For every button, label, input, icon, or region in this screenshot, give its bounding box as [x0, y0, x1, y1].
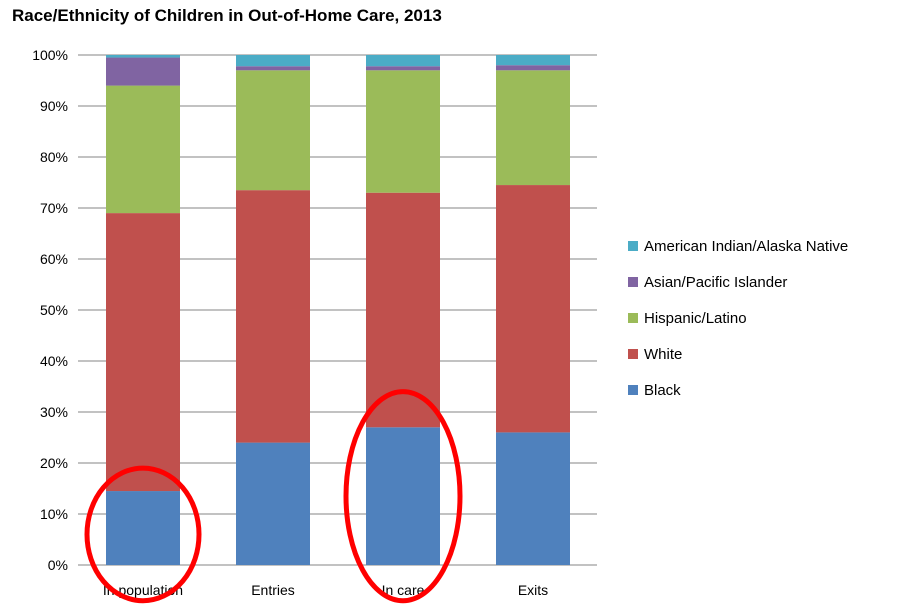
x-tick-label: In care	[382, 582, 425, 598]
legend-item: White	[628, 336, 848, 372]
y-tick-label: 50%	[40, 302, 68, 318]
bar-segment-asian-pacific-islander	[366, 66, 440, 71]
bar-segment-american-indian-alaska-native	[366, 55, 440, 67]
legend-label: American Indian/Alaska Native	[644, 237, 849, 255]
legend-swatch	[628, 349, 638, 359]
y-tick-label: 30%	[40, 404, 68, 420]
legend-item: American Indian/Alaska Native	[628, 228, 848, 264]
bar-segment-hispanic-latino	[496, 70, 570, 186]
legend-label: Black	[644, 381, 681, 399]
bar-segment-black	[106, 491, 180, 565]
y-tick-label: 70%	[40, 200, 68, 216]
chart-legend: American Indian/Alaska Native Asian/Pacif…	[628, 228, 848, 408]
y-tick-label: 100%	[32, 47, 68, 63]
legend-swatch	[628, 313, 638, 323]
chart-title: Race/Ethnicity of Children in Out-of-Hom…	[12, 6, 442, 25]
legend-label: Hispanic/Latino	[644, 309, 747, 327]
bar-segment-hispanic-latino	[106, 85, 180, 214]
bar-segment-black	[496, 432, 570, 565]
bar-segment-asian-pacific-islander	[496, 65, 570, 71]
y-tick-label: 20%	[40, 455, 68, 471]
bar-segment-black	[366, 427, 440, 565]
bar-segment-white	[366, 192, 440, 428]
highlight-ellipse	[84, 465, 202, 604]
x-tick-label: Entries	[251, 582, 295, 598]
x-tick-label: Exits	[518, 582, 548, 598]
legend-label: White	[644, 345, 683, 363]
bar-segment-white	[496, 185, 570, 433]
highlight-ellipse	[343, 389, 463, 604]
y-tick-label: 10%	[40, 506, 68, 522]
bar-segment-american-indian-alaska-native	[106, 55, 180, 58]
y-tick-label: 60%	[40, 251, 68, 267]
legend-label: Asian/Pacific Islander	[644, 273, 788, 291]
bar-segment-american-indian-alaska-native	[496, 55, 570, 66]
legend-swatch	[628, 277, 638, 287]
legend-item: Black	[628, 372, 848, 408]
bar-segment-white	[106, 213, 180, 492]
bar-segment-black	[236, 442, 310, 565]
bar-segment-hispanic-latino	[236, 70, 310, 191]
y-tick-label: 90%	[40, 98, 68, 114]
bar-segment-asian-pacific-islander	[106, 57, 180, 86]
legend-swatch	[628, 385, 638, 395]
y-tick-label: 40%	[40, 353, 68, 369]
bar-segment-american-indian-alaska-native	[236, 55, 310, 67]
bar-segment-white	[236, 190, 310, 443]
bar-segment-asian-pacific-islander	[236, 66, 310, 71]
y-tick-label: 0%	[48, 557, 68, 573]
legend-item: Asian/Pacific Islander	[628, 264, 848, 300]
legend-swatch	[628, 241, 638, 251]
bar-segment-hispanic-latino	[366, 70, 440, 193]
legend-item: Hispanic/Latino	[628, 300, 848, 336]
y-tick-label: 80%	[40, 149, 68, 165]
